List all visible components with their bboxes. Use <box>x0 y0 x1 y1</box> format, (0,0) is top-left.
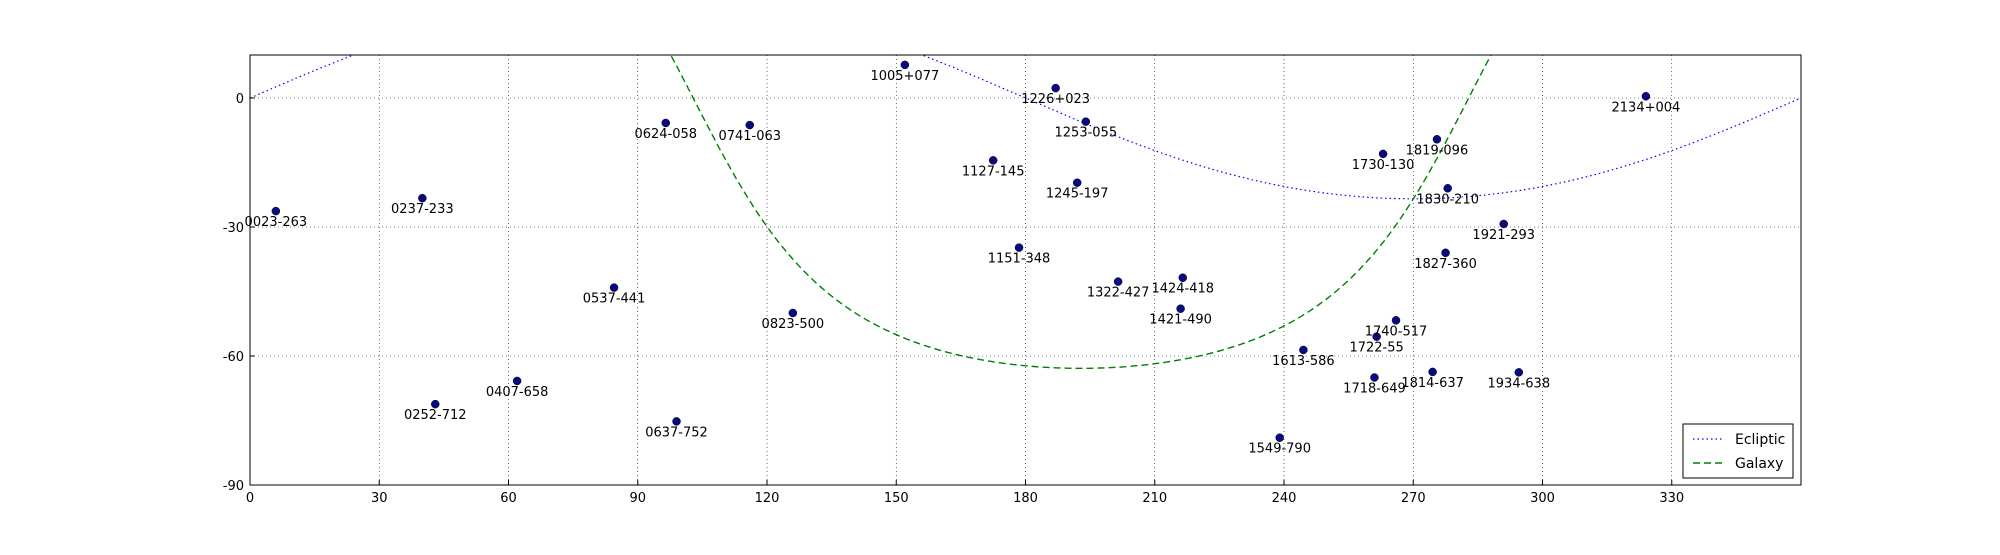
point-label: 0637-752 <box>645 425 708 440</box>
x-tick-label: 240 <box>1272 491 1297 506</box>
point-label: 1421-490 <box>1149 313 1212 328</box>
data-point <box>1641 92 1651 101</box>
point-label: 0407-658 <box>486 385 549 400</box>
point-label: 1827-360 <box>1414 257 1477 272</box>
x-tick-label: 60 <box>500 491 517 506</box>
data-point <box>1051 83 1060 93</box>
y-tick-label: -90 <box>223 479 244 494</box>
point-label: 1424-418 <box>1151 282 1214 297</box>
y-tick-label: 0 <box>236 92 244 107</box>
data-point <box>1072 178 1082 187</box>
point-label: 1322-427 <box>1087 286 1150 301</box>
data-point <box>418 193 427 203</box>
data-point <box>431 399 440 409</box>
data-point <box>1391 316 1401 325</box>
data-point <box>1113 277 1123 286</box>
grid <box>250 55 1801 485</box>
data-point <box>672 417 681 426</box>
point-label: 1722-55 <box>1349 341 1403 356</box>
point-label: 1151-348 <box>988 252 1051 267</box>
galaxy-curve <box>669 55 1492 369</box>
data-point <box>1432 135 1442 144</box>
point-label: 1005+077 <box>870 69 939 84</box>
point-label: 0823-500 <box>762 317 825 332</box>
point-label: 2134+004 <box>1612 100 1681 115</box>
data-point <box>661 118 671 128</box>
data-point <box>1378 149 1388 159</box>
x-tick-label: 300 <box>1530 491 1555 506</box>
data-points: 0023-263 0237-233 0252-712 0407-658 0537-441… <box>245 60 1681 457</box>
point-label: 0537-441 <box>583 292 646 307</box>
legend-label-galaxy: Galaxy <box>1735 456 1783 472</box>
data-point <box>1275 433 1284 442</box>
point-label: 1819-096 <box>1406 143 1469 158</box>
point-label: 1127-145 <box>962 164 1025 179</box>
data-point <box>1514 368 1524 377</box>
x-tick-label: 270 <box>1401 491 1426 506</box>
data-point <box>1499 219 1508 229</box>
data-point <box>1299 345 1308 355</box>
x-tick-label: 0 <box>246 491 254 506</box>
data-point <box>271 206 281 216</box>
point-label: 0252-712 <box>404 408 467 423</box>
point-label: 1549-790 <box>1248 442 1311 457</box>
point-label: 1730-130 <box>1352 158 1415 173</box>
x-tick-label: 30 <box>371 491 388 506</box>
point-label: 1934-638 <box>1488 376 1551 391</box>
legend: Ecliptic Galaxy <box>1682 423 1794 479</box>
point-label: 1814-637 <box>1401 376 1464 391</box>
x-tick-label: 90 <box>629 491 646 506</box>
data-point <box>1441 248 1450 258</box>
data-point <box>512 376 522 386</box>
point-label: 1921-293 <box>1472 228 1535 243</box>
legend-label-ecliptic: Ecliptic <box>1735 432 1785 448</box>
data-point <box>1372 332 1381 341</box>
data-point <box>609 283 619 292</box>
x-tick-label: 120 <box>755 491 780 506</box>
point-label: 0741-063 <box>718 129 781 144</box>
point-label: 1718-649 <box>1343 382 1406 397</box>
point-label: 1226+023 <box>1021 92 1090 107</box>
point-label: 0237-233 <box>391 202 454 217</box>
point-label: 1740-517 <box>1365 324 1428 339</box>
data-point <box>1081 117 1091 126</box>
data-point <box>745 120 755 130</box>
data-point <box>1176 304 1185 313</box>
y-tick-label: -60 <box>223 350 244 365</box>
data-point <box>1178 273 1188 282</box>
axis-ticks: 0 30 60 90 120 150 180 210 240 270 300 330 0 -30 -60 -9… <box>223 92 1684 506</box>
point-label: 0624-058 <box>634 127 697 142</box>
x-tick-label: 150 <box>884 491 909 506</box>
data-point <box>988 156 998 165</box>
data-point <box>788 308 798 318</box>
data-point <box>1370 373 1379 382</box>
point-label: 0023-263 <box>245 215 308 230</box>
ecliptic-curve <box>250 55 1801 200</box>
x-tick-label: 210 <box>1142 491 1167 506</box>
curves <box>250 55 1801 369</box>
data-point <box>1443 184 1452 193</box>
x-tick-label: 180 <box>1013 491 1038 506</box>
x-tick-label: 330 <box>1659 491 1684 506</box>
point-label: 1830-210 <box>1416 192 1479 207</box>
data-point <box>1014 243 1024 252</box>
y-tick-label: -30 <box>223 221 244 236</box>
data-point <box>900 60 910 70</box>
plot-frame <box>249 54 1802 486</box>
point-label: 1245-197 <box>1046 187 1109 202</box>
point-label: 1253-055 <box>1055 126 1118 141</box>
point-label: 1613-586 <box>1272 354 1335 369</box>
data-point <box>1428 367 1437 377</box>
legend-box <box>1682 423 1794 479</box>
